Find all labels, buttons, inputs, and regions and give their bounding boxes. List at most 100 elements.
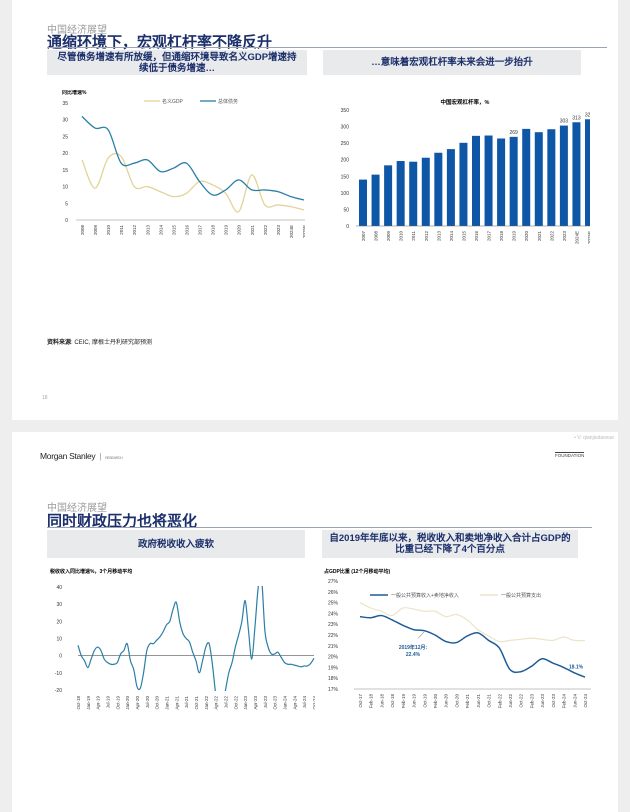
y-axis-label: 同比增速% bbox=[62, 90, 87, 96]
x-tick-label: 2019 bbox=[224, 225, 229, 236]
y-axis-label: 税收收入同比增速%，3个月移动平均 bbox=[49, 568, 132, 575]
data-label: 322 bbox=[585, 112, 590, 118]
bar bbox=[459, 142, 468, 226]
y-tick-label: 20% bbox=[328, 655, 339, 661]
x-tick-label: 2025E bbox=[302, 225, 305, 238]
y-tick-label: 0 bbox=[346, 224, 349, 230]
x-tick-label: Oct-22 bbox=[233, 696, 238, 710]
y-tick-label: 24% bbox=[328, 611, 339, 617]
chart-title: 中国宏观杠杆率，% bbox=[441, 98, 490, 106]
bar bbox=[409, 161, 418, 226]
x-tick-label: Oct-23 bbox=[273, 696, 278, 710]
bar bbox=[384, 165, 393, 226]
bar bbox=[559, 125, 568, 226]
x-tick-label: 2022 bbox=[549, 231, 554, 242]
annotation-pointer bbox=[417, 631, 425, 639]
x-tick-label: Apr-24 bbox=[292, 696, 297, 710]
x-tick-label: Feb-19 bbox=[401, 694, 406, 709]
x-tick-label: 2023 bbox=[562, 231, 567, 242]
x-tick-label: 2017 bbox=[487, 231, 492, 242]
y-tick-label: -10 bbox=[55, 671, 62, 677]
x-tick-label: Jul-21 bbox=[184, 696, 189, 709]
series-line-0 bbox=[359, 614, 586, 678]
x-tick-label: Jan-21 bbox=[165, 696, 170, 710]
y-tick-label: 35 bbox=[62, 101, 68, 107]
x-tick-label: 2015 bbox=[171, 225, 176, 236]
data-label: 313 bbox=[572, 115, 581, 121]
y-tick-label: 150 bbox=[341, 174, 350, 180]
x-tick-label: Oct-17 bbox=[358, 694, 363, 708]
foundation-label: FOUNDATION bbox=[555, 452, 585, 458]
x-tick-label: Jul-24 bbox=[302, 696, 307, 709]
x-tick-label: 2025E bbox=[587, 231, 590, 244]
source-label: 资料来源 bbox=[47, 340, 72, 346]
y-tick-label: 30 bbox=[62, 118, 68, 124]
x-tick-label: 2022 bbox=[263, 225, 268, 236]
y-tick-label: 0 bbox=[59, 654, 62, 660]
x-tick-label: Apr-20 bbox=[135, 696, 140, 710]
bar bbox=[359, 179, 367, 226]
x-tick-label: Feb-18 bbox=[369, 694, 374, 709]
annotation-dec-2019: 2019年12月: bbox=[399, 644, 428, 651]
x-tick-label: Apr-22 bbox=[214, 696, 219, 710]
y-tick-label: 21% bbox=[328, 644, 339, 650]
y-tick-label: 5 bbox=[65, 201, 68, 207]
slide-kicker: 中国经济展望 bbox=[47, 503, 107, 514]
x-tick-label: Oct-23 bbox=[551, 694, 556, 708]
y-tick-label: 50 bbox=[343, 207, 349, 213]
x-tick-label: Jun-21 bbox=[476, 694, 481, 708]
legend-label: 总体债务 bbox=[218, 98, 238, 105]
bar bbox=[534, 132, 543, 226]
left-heading-box: 政府税收收入疲软 bbox=[47, 530, 305, 558]
x-tick-label: Jul-19 bbox=[106, 696, 111, 709]
x-tick-label: Jun-20 bbox=[444, 694, 449, 708]
y-tick-label: 0 bbox=[65, 218, 68, 224]
x-tick-label: 2009 bbox=[386, 231, 391, 242]
series-line-1 bbox=[81, 115, 305, 201]
annotation-dec-2019-value: 22.4% bbox=[406, 652, 421, 658]
bar bbox=[522, 128, 531, 226]
bar bbox=[396, 161, 405, 226]
legend-label: 名义GDP bbox=[162, 98, 184, 105]
y-tick-label: 20 bbox=[56, 619, 62, 625]
y-tick-label: 23% bbox=[328, 622, 339, 628]
series-line-1 bbox=[359, 602, 586, 643]
y-tick-label: 350 bbox=[341, 108, 350, 114]
x-tick-label: Jun-18 bbox=[379, 694, 384, 708]
x-tick-label: 2024E bbox=[289, 225, 294, 238]
x-tick-label: Feb-23 bbox=[529, 694, 534, 709]
left-heading-box: 尽管债务增速有所放缓，但通缩环境导致名义GDP增速持续低于债务增速… bbox=[47, 50, 307, 75]
bar bbox=[497, 138, 506, 226]
y-tick-label: 15 bbox=[62, 168, 68, 174]
x-tick-label: Oct-18 bbox=[390, 694, 395, 708]
x-tick-label: 2023 bbox=[276, 225, 281, 236]
macro-leverage-bar-chart: 中国宏观杠杆率，% 0 50 100 150 200 250 300 350 2007 2008 20… bbox=[341, 98, 590, 244]
y-tick-label: 40 bbox=[56, 585, 62, 591]
x-tick-label: 2018 bbox=[211, 225, 216, 236]
title-divider bbox=[47, 47, 607, 48]
x-tick-label: 2013 bbox=[145, 225, 150, 236]
x-tick-label: Oct-22 bbox=[519, 694, 524, 708]
tax-revenue-growth-chart: 税收收入同比增速%，3个月移动平均 -20 -10 0 10 20 30 40 Oct-18 Ja… bbox=[49, 568, 315, 710]
x-tick-label: 2012 bbox=[132, 225, 137, 236]
bar bbox=[585, 119, 590, 226]
x-tick-label: 2014 bbox=[449, 231, 454, 242]
data-label: 303 bbox=[560, 119, 569, 125]
x-tick-label: 2019 bbox=[512, 231, 517, 242]
slide-title: 通缩环境下，宏观杠杆率不降反升 bbox=[47, 34, 273, 51]
x-tick-label: 2016 bbox=[474, 231, 479, 242]
x-tick-label: Feb-20 bbox=[433, 694, 438, 709]
x-tick-label: Oct-21 bbox=[194, 696, 199, 710]
y-tick-label: 300 bbox=[341, 125, 350, 131]
x-tick-label: 2011 bbox=[119, 225, 124, 235]
x-tick-label: Jul-22 bbox=[224, 696, 229, 709]
x-tick-label: Jun-19 bbox=[412, 694, 417, 708]
x-tick-label: Oct-20 bbox=[454, 694, 459, 708]
x-tick-label: Oct-24 bbox=[583, 694, 588, 708]
x-tick-label: Oct-20 bbox=[155, 696, 160, 710]
x-tick-label: Jun-22 bbox=[508, 694, 513, 708]
y-tick-label: 10 bbox=[62, 185, 68, 191]
x-tick-label: Oct-24 bbox=[312, 696, 315, 710]
y-tick-label: 25% bbox=[328, 601, 339, 607]
y-tick-label: 19% bbox=[328, 665, 339, 671]
